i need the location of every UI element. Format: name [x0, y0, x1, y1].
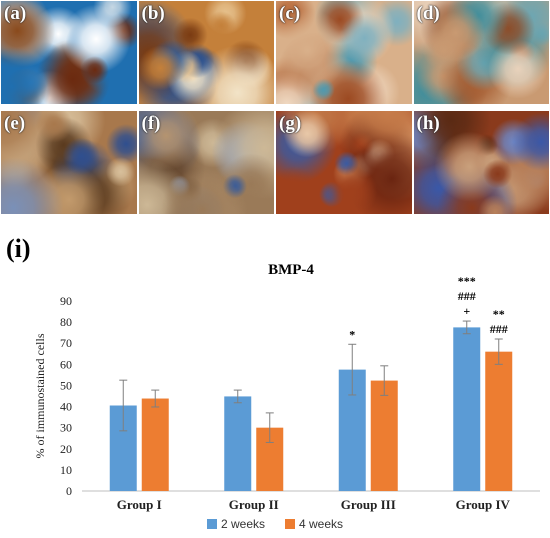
micrograph-panel: (e): [0, 110, 138, 215]
micrograph-panel: (c): [275, 0, 413, 105]
significance-annotation: ***: [458, 274, 476, 288]
bar: [453, 327, 481, 491]
x-tick-label: Group IV: [456, 497, 511, 512]
y-tick-label: 90: [60, 294, 72, 308]
significance-annotation: ###: [458, 289, 476, 303]
panel-label: (f): [141, 113, 161, 134]
panel-label: (e): [4, 113, 26, 134]
legend-label: 2 weeks: [220, 517, 265, 532]
y-tick-label: 20: [60, 442, 72, 456]
micrograph-panel: (d): [412, 0, 550, 105]
significance-annotation: ###: [490, 322, 508, 336]
chart-legend: 2 weeks 4 weeks: [0, 516, 550, 531]
y-tick-label: 80: [60, 315, 72, 329]
legend-item: 2 weeks: [206, 516, 265, 532]
x-tick-label: Group I: [117, 497, 162, 512]
y-tick-label: 0: [66, 484, 72, 498]
panel-label: (g): [279, 113, 302, 134]
y-axis-label: % of immunostained cells: [33, 333, 47, 458]
micrograph-panel: (a): [0, 0, 138, 105]
y-tick-label: 60: [60, 357, 72, 371]
bar: [370, 380, 398, 491]
micrograph-panel: (h): [412, 110, 550, 215]
bar: [224, 396, 252, 491]
legend-swatch: [285, 519, 295, 530]
panel-label: (d): [416, 3, 440, 24]
micrograph-panel: (b): [137, 0, 275, 105]
bar-chart: BMP-4 0 10 20 30 40 50 60 70 80 90 % of immunostain…: [33, 262, 540, 512]
y-tick-label: 40: [60, 400, 72, 414]
chart-title: BMP-4: [268, 262, 314, 278]
y-tick-label: 10: [60, 463, 72, 477]
legend-item: 4 weeks: [285, 516, 343, 531]
y-tick-label: 70: [60, 336, 72, 350]
panel-label: (a): [4, 3, 27, 24]
significance-annotation: +: [463, 304, 470, 318]
significance-annotation: **: [493, 307, 505, 321]
panel-label: (c): [279, 3, 301, 24]
y-tick-label: 50: [60, 378, 72, 392]
micrograph-panel: (g): [275, 110, 413, 215]
micrograph-panel: (f): [137, 110, 275, 215]
legend-label: 4 weeks: [299, 517, 344, 532]
x-tick-label: Group II: [229, 497, 279, 512]
figure-label: (i): [6, 234, 31, 263]
significance-annotation: *: [349, 327, 355, 341]
panel-label: (b): [141, 3, 165, 24]
legend-swatch: [206, 519, 217, 530]
bar: [485, 351, 513, 491]
panel-label: (h): [416, 113, 440, 134]
x-tick-label: Group III: [341, 497, 396, 512]
y-tick-label: 30: [60, 421, 72, 435]
bar: [141, 398, 169, 491]
